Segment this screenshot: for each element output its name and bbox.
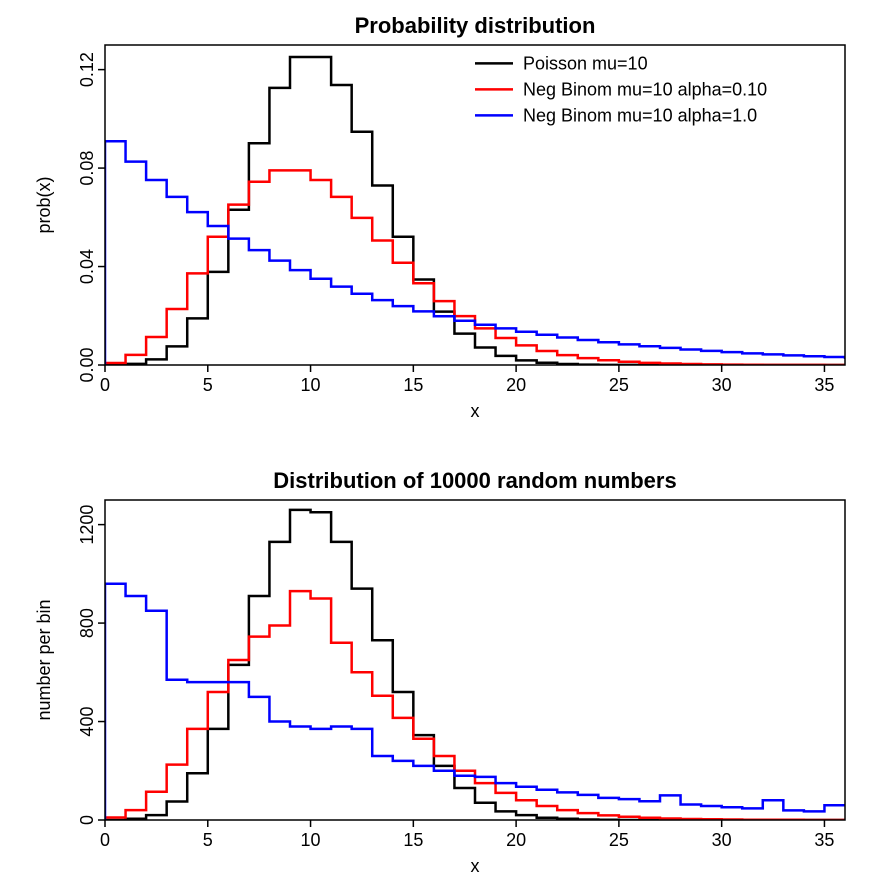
- y-tick-label: 0: [77, 815, 97, 825]
- x-tick-label: 5: [203, 830, 213, 850]
- y-tick-label: 0.12: [77, 52, 97, 87]
- legend-label: Poisson mu=10: [523, 53, 648, 73]
- figure-bg: [0, 0, 888, 893]
- x-tick-label: 15: [403, 375, 423, 395]
- x-tick-label: 30: [712, 830, 732, 850]
- y-tick-label: 0.04: [77, 249, 97, 284]
- legend-label: Neg Binom mu=10 alpha=0.10: [523, 79, 767, 99]
- x-tick-label: 25: [609, 830, 629, 850]
- y-axis-label: number per bin: [34, 599, 54, 720]
- y-axis-label: prob(x): [34, 176, 54, 233]
- x-tick-label: 35: [814, 830, 834, 850]
- x-tick-label: 10: [301, 375, 321, 395]
- panel-title: Distribution of 10000 random numbers: [273, 468, 676, 493]
- y-tick-label: 400: [77, 707, 97, 737]
- figure-svg: Probability distribution 0 5 10 15 20 25 30 35 x 0…: [0, 0, 888, 893]
- x-tick-label: 15: [403, 830, 423, 850]
- x-tick-label: 0: [100, 375, 110, 395]
- x-tick-label: 35: [814, 375, 834, 395]
- x-tick-label: 20: [506, 375, 526, 395]
- legend-label: Neg Binom mu=10 alpha=1.0: [523, 105, 757, 125]
- x-axis-label: x: [471, 856, 480, 876]
- y-tick-label: 800: [77, 608, 97, 638]
- x-tick-label: 30: [712, 375, 732, 395]
- x-axis-label: x: [471, 401, 480, 421]
- panel-title: Probability distribution: [355, 13, 596, 38]
- x-tick-label: 0: [100, 830, 110, 850]
- x-tick-label: 5: [203, 375, 213, 395]
- x-tick-label: 10: [301, 830, 321, 850]
- y-tick-label: 0.00: [77, 347, 97, 382]
- y-tick-label: 1200: [77, 505, 97, 545]
- x-tick-label: 25: [609, 375, 629, 395]
- x-tick-label: 20: [506, 830, 526, 850]
- figure-page: Probability distribution 0 5 10 15 20 25 30 35 x 0…: [0, 0, 888, 893]
- y-tick-label: 0.08: [77, 151, 97, 186]
